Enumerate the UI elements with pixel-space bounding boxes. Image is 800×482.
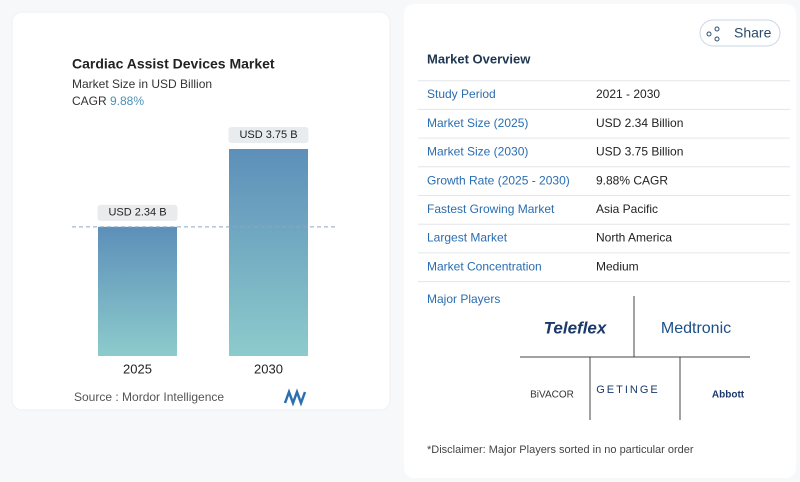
row-label: Market Size (2030) [427, 145, 528, 159]
share-border [699, 19, 781, 47]
row-label: Fastest Growing Market [427, 202, 555, 216]
row-value: Asia Pacific [596, 202, 658, 216]
share-label: Share [734, 25, 772, 41]
row-value: Medium [596, 259, 639, 273]
share-icon [714, 26, 720, 32]
row-label: Market Size (2025) [427, 116, 528, 130]
value-label: USD 2.34 B [108, 207, 166, 219]
row-value: North America [596, 231, 672, 245]
row-value: USD 2.34 Billion [596, 116, 683, 130]
brand-logo [283, 388, 307, 407]
row-value: 9.88% CAGR [596, 173, 668, 187]
overview-card [404, 4, 796, 478]
chart-title: Cardiac Assist Devices Market [72, 56, 275, 72]
logo-medtronic: Medtronic [661, 320, 731, 337]
share-icon [706, 31, 712, 37]
players-title: Major Players [427, 292, 500, 306]
bar [98, 226, 177, 356]
value-label-bg [228, 127, 309, 143]
logo-abbott: Abbott [712, 390, 745, 401]
value-label-bg [97, 204, 178, 221]
row-value: USD 3.75 Billion [596, 145, 683, 159]
value-label: USD 3.75 B [239, 129, 297, 141]
logo-getinge: GETINGE [596, 384, 660, 396]
logo-teleflex: Teleflex [544, 318, 608, 337]
share-icon [714, 36, 720, 42]
overview-title: Market Overview [427, 51, 531, 66]
row-label: Study Period [427, 87, 496, 101]
row-label: Market Concentration [427, 259, 542, 273]
share-button[interactable]: Share [699, 19, 781, 47]
disclaimer: *Disclaimer: Major Players sorted in no … [427, 444, 694, 456]
x-tick-label: 2025 [123, 361, 152, 376]
logo-bivacor: BiVACOR [530, 390, 574, 401]
cagr-value: 9.88% [110, 94, 144, 108]
source: Source : Mordor Intelligence [74, 390, 224, 404]
chart-subtitle: Market Size in USD Billion [72, 77, 212, 91]
row-label: Largest Market [427, 231, 508, 245]
row-value: 2021 - 2030 [596, 87, 660, 101]
row-label: Growth Rate (2025 - 2030) [427, 173, 570, 187]
logo-grid [520, 296, 750, 420]
x-tick-label: 2030 [254, 361, 283, 376]
cagr-label: CAGR [72, 94, 107, 108]
bar [229, 149, 308, 356]
